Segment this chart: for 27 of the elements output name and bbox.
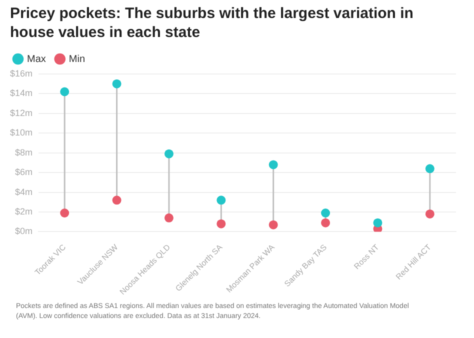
point [112, 196, 122, 205]
point [425, 209, 434, 218]
y-tick-label: $8m [15, 147, 33, 158]
y-tick-label: $12m [10, 108, 33, 118]
point [321, 208, 330, 218]
y-tick-label: $10m [10, 128, 33, 138]
point [268, 220, 278, 230]
legend-label: Min [68, 54, 86, 65]
point [321, 218, 330, 228]
y-tick-label: $16m [10, 68, 33, 78]
chart-title: Pricey pockets: The suburbs with the largest variation in house values in each state [10, 4, 414, 42]
point [60, 208, 70, 218]
point [60, 87, 70, 96]
point [112, 79, 122, 88]
point [373, 218, 382, 228]
y-tick-label: $0m [15, 226, 33, 236]
y-tick-label: $4m [15, 186, 33, 197]
y-tick-label: $2m [15, 206, 33, 216]
point [164, 149, 174, 158]
point [268, 160, 278, 170]
point [216, 196, 226, 205]
point [425, 164, 434, 174]
y-tick-label: $14m [10, 88, 33, 98]
point [216, 219, 226, 228]
y-tick-label: $6m [15, 167, 33, 178]
point [164, 213, 174, 222]
legend-label: Max [27, 54, 46, 65]
